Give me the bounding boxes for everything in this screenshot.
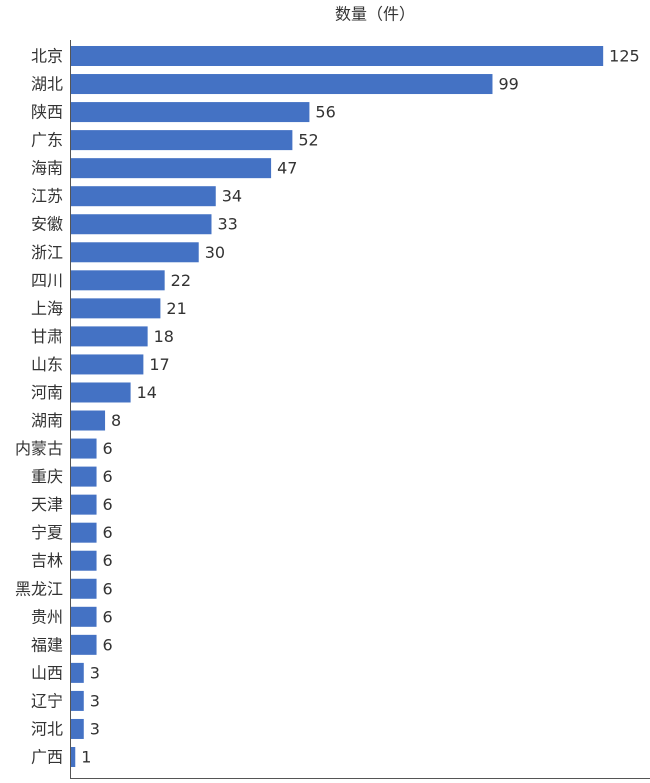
data-label: 17: [149, 355, 169, 374]
data-label: 6: [103, 523, 113, 542]
bar: [71, 186, 216, 207]
bar: [71, 662, 84, 683]
bar: [71, 102, 310, 123]
data-label: 18: [154, 327, 174, 346]
data-label: 3: [90, 663, 100, 682]
bar: [71, 494, 97, 515]
data-label: 14: [137, 383, 157, 402]
data-label: 6: [103, 467, 113, 486]
y-tick-label: 山西: [31, 663, 63, 682]
data-label: 3: [90, 719, 100, 738]
y-tick-label: 宁夏: [31, 523, 63, 542]
y-tick-label: 湖北: [31, 75, 63, 94]
y-tick-label: 陕西: [31, 103, 63, 122]
bar: [71, 298, 161, 319]
bar: [71, 747, 76, 767]
data-label: 99: [498, 75, 518, 94]
data-label: 56: [315, 103, 335, 122]
chart-title: 数量（件）: [335, 5, 415, 24]
data-label: 8: [111, 411, 121, 430]
y-tick-label: 甘肃: [31, 327, 63, 346]
data-label: 6: [103, 579, 113, 598]
y-tick-label: 吉林: [31, 551, 63, 570]
bar: [71, 214, 212, 235]
data-label: 6: [103, 607, 113, 626]
bar: [71, 326, 148, 347]
y-tick-label: 海南: [31, 159, 63, 178]
y-tick-label: 广西: [31, 748, 63, 767]
bar: [71, 270, 165, 291]
y-tick-label: 贵州: [31, 607, 63, 626]
bar: [71, 718, 84, 739]
data-label: 30: [205, 243, 225, 262]
bar: [71, 606, 97, 627]
data-label: 47: [277, 159, 297, 178]
bar: [71, 46, 604, 66]
y-tick-label: 天津: [31, 495, 63, 514]
y-tick-label: 广东: [31, 131, 63, 150]
y-tick-label: 重庆: [31, 467, 63, 486]
bar: [71, 410, 106, 431]
data-label: 6: [103, 635, 113, 654]
data-label: 6: [103, 551, 113, 570]
bar: [71, 158, 272, 179]
bar: [71, 634, 97, 655]
data-label: 34: [222, 187, 242, 206]
y-tick-label: 江苏: [31, 187, 63, 206]
bar: [71, 522, 97, 543]
y-tick-label: 河北: [31, 719, 63, 738]
y-tick-label: 浙江: [31, 243, 63, 262]
data-label: 1: [81, 748, 91, 767]
data-label: 6: [103, 495, 113, 514]
data-label: 22: [171, 271, 191, 290]
y-tick-label: 福建: [31, 635, 63, 654]
data-label: 3: [90, 691, 100, 710]
data-label: 6: [103, 439, 113, 458]
y-tick-label: 上海: [31, 299, 63, 318]
bar: [71, 74, 493, 95]
data-label: 52: [298, 131, 318, 150]
y-tick-label: 黑龙江: [15, 579, 63, 598]
y-tick-label: 四川: [31, 271, 63, 290]
y-tick-label: 内蒙古: [15, 439, 63, 458]
bar: [71, 690, 84, 711]
y-tick-label: 湖南: [31, 411, 63, 430]
data-label: 33: [217, 215, 237, 234]
bar: [71, 382, 131, 403]
y-tick-label: 安徽: [31, 215, 63, 234]
bar: [71, 354, 144, 375]
bar: [71, 550, 97, 571]
y-tick-label: 河南: [31, 383, 63, 402]
bar: [71, 466, 97, 487]
y-tick-label: 山东: [31, 355, 63, 374]
y-tick-label: 北京: [31, 47, 63, 66]
data-label: 21: [166, 299, 186, 318]
data-label: 125: [609, 47, 640, 66]
bar: [71, 130, 293, 151]
y-tick-label: 辽宁: [31, 691, 63, 710]
bar: [71, 438, 97, 459]
bar: [71, 578, 97, 599]
bar: [71, 242, 199, 263]
